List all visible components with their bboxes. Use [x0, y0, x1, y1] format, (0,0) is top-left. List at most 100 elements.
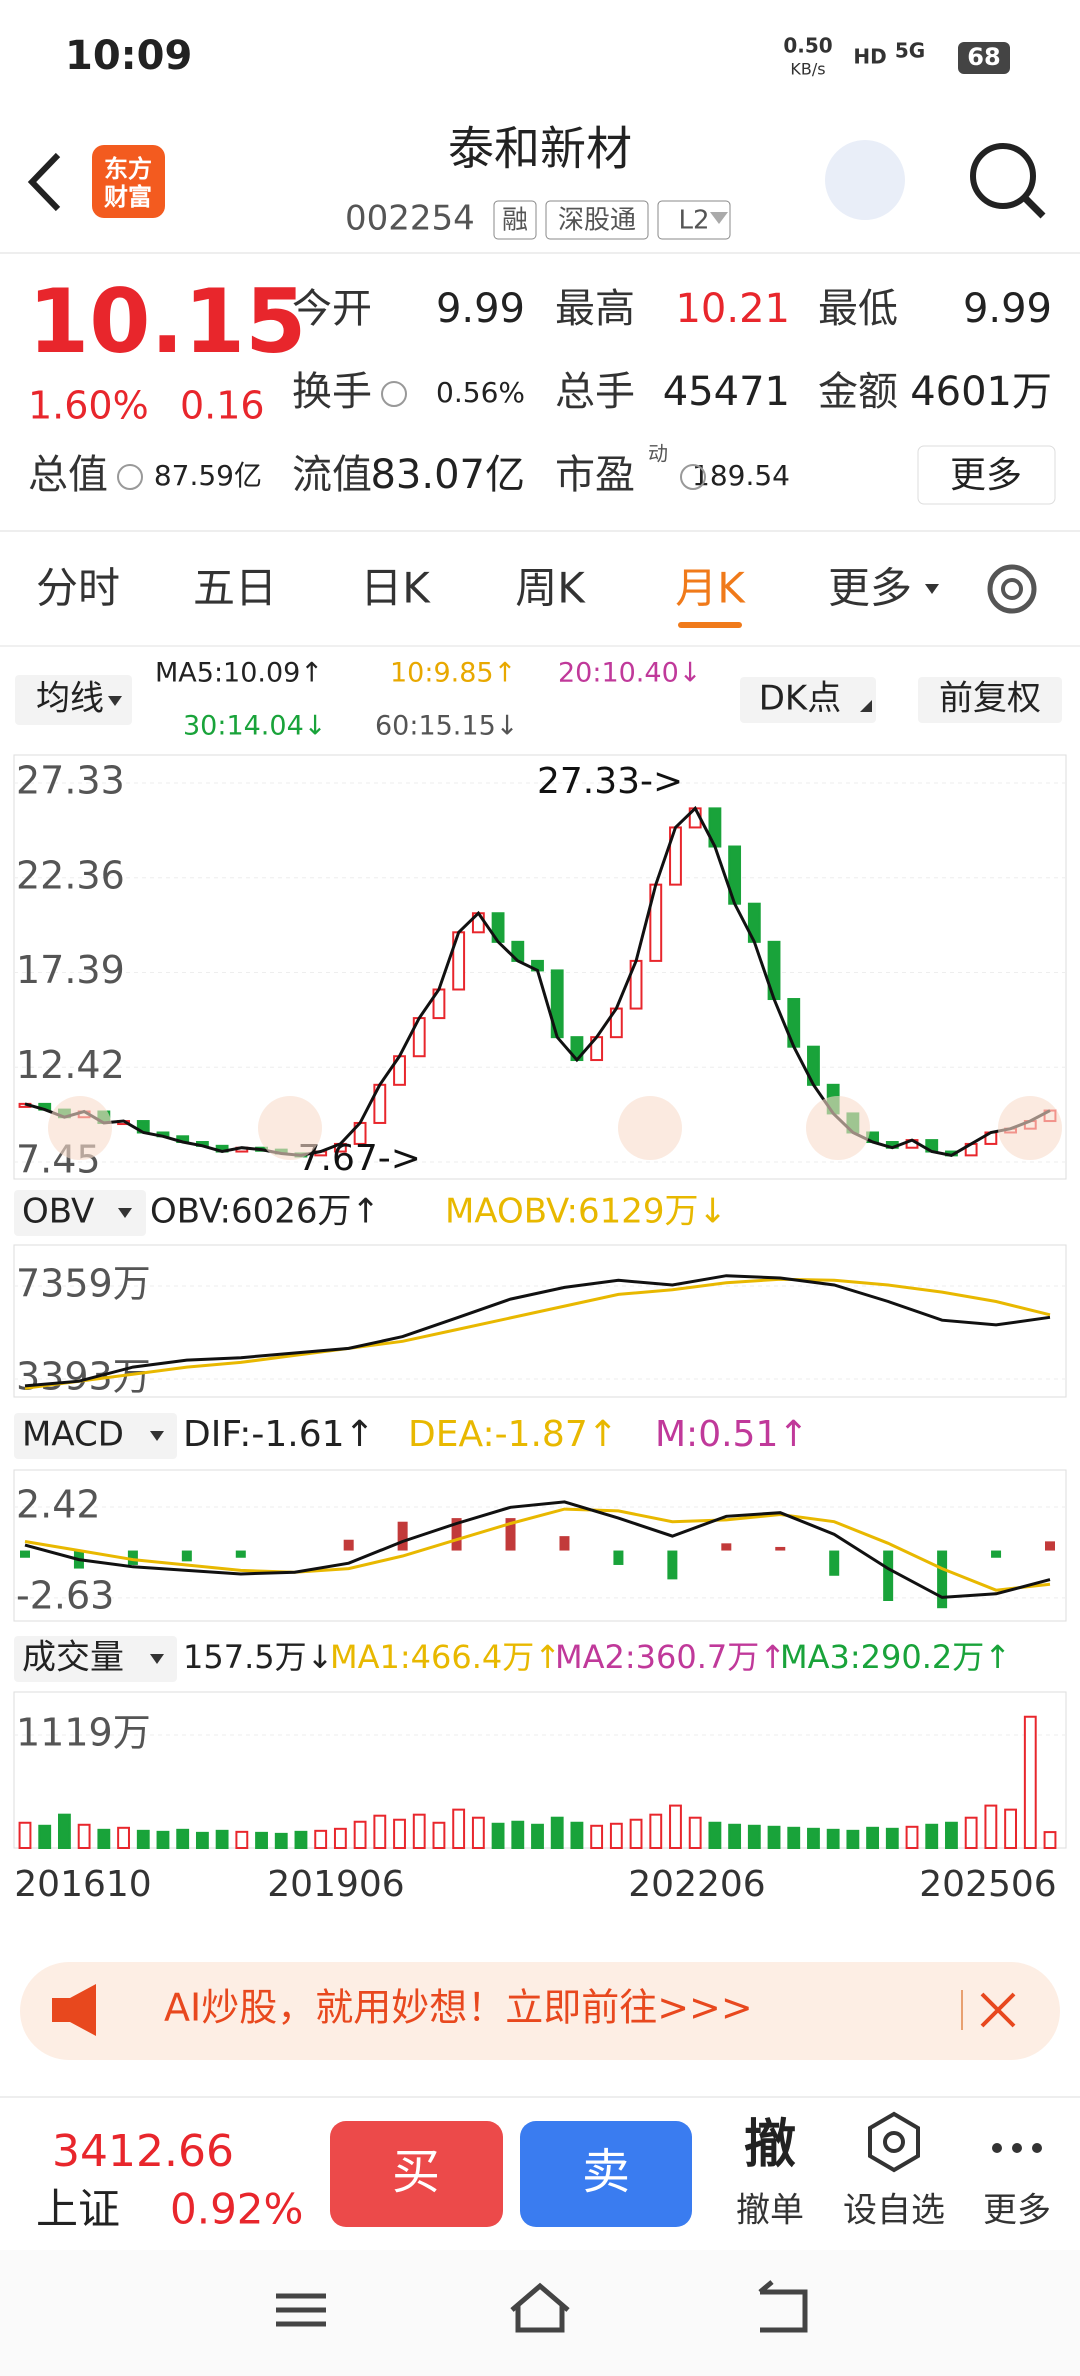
macd-bar — [235, 1550, 246, 1558]
volume-selector[interactable] — [14, 1636, 177, 1682]
search-button[interactable] — [970, 143, 1036, 209]
volume-bar — [452, 1808, 466, 1850]
field-label: 最高 — [555, 286, 635, 332]
nav-back[interactable] — [758, 2280, 808, 2333]
settings-button[interactable] — [987, 564, 1037, 614]
volume-bar — [885, 1827, 899, 1850]
volume-bar — [38, 1824, 52, 1849]
obv-selector-label[interactable]: OBV — [22, 1192, 94, 1232]
macd-bar — [181, 1550, 192, 1562]
dropdown-arrow — [108, 696, 122, 706]
index-value: 3412.66 — [52, 2126, 234, 2177]
volume-bar — [491, 1822, 505, 1849]
field-label: 金额 — [818, 369, 898, 415]
volume-bar — [550, 1816, 564, 1850]
info-icon[interactable] — [680, 464, 706, 490]
field-value: 10.21 — [675, 286, 790, 332]
volume-bar — [1043, 1831, 1057, 1849]
macd-bar — [1045, 1541, 1055, 1551]
y-tick-label: 2.42 — [16, 1482, 101, 1526]
chart-nav-button[interactable] — [258, 1096, 322, 1160]
buy-button[interactable] — [330, 2121, 503, 2227]
volume-bar — [846, 1829, 860, 1850]
back-button[interactable] — [27, 152, 61, 212]
close-line — [24, 805, 1051, 1157]
network-type: 5G — [895, 39, 925, 63]
volume-bar — [373, 1814, 387, 1850]
chart-nav-button[interactable] — [998, 1096, 1062, 1160]
ma-selector[interactable] — [15, 675, 132, 725]
macd-bar — [505, 1518, 516, 1551]
chart-nav-button[interactable] — [618, 1096, 682, 1160]
info-icon[interactable] — [381, 381, 407, 407]
macd-selector[interactable] — [14, 1413, 177, 1459]
ma-value: 10:9.85↑ — [390, 658, 516, 689]
cancel-label[interactable]: 撤单 — [736, 2191, 804, 2231]
macd-frame — [13, 1469, 1067, 1622]
volume-bar — [353, 1820, 367, 1849]
y-tick-label: 1119万 — [16, 1711, 151, 1755]
field-value: 9.99 — [436, 286, 525, 332]
watch-label[interactable]: 设自选 — [843, 2191, 945, 2231]
banner-text[interactable]: AI炒股，就用妙想！立即前往>>> — [164, 1986, 753, 2030]
ma-selector-label[interactable]: 均线 — [36, 679, 104, 719]
dropdown-arrow — [150, 1654, 164, 1664]
dk-button[interactable] — [740, 677, 876, 723]
battery-level: 68 — [967, 43, 1000, 71]
nav-home[interactable] — [510, 2282, 570, 2333]
volume-bar — [117, 1826, 130, 1849]
banner-close[interactable] — [980, 1992, 1016, 2028]
banner[interactable] — [20, 1962, 1060, 2060]
adjust-label[interactable]: 前复权 — [939, 679, 1041, 719]
tab[interactable]: 月K — [675, 564, 746, 613]
dk-label[interactable]: DK点 — [759, 679, 841, 719]
obv-selector[interactable] — [14, 1190, 146, 1236]
y-tick-label: -2.63 — [16, 1573, 114, 1617]
ma-value: 20:10.40↓ — [558, 658, 701, 689]
sell-button[interactable] — [520, 2121, 692, 2227]
y-tick-label: 22.36 — [16, 853, 125, 897]
nav-menu[interactable] — [276, 2293, 326, 2327]
volume-bar — [294, 1830, 308, 1849]
more-label[interactable]: 更多 — [950, 455, 1022, 496]
volume-bar — [826, 1828, 840, 1849]
more-dot[interactable] — [992, 2143, 1002, 2153]
macd-bar — [721, 1543, 732, 1551]
volume-bar — [708, 1821, 722, 1850]
volume-bar — [669, 1804, 682, 1850]
last-price: 10.15 — [28, 270, 306, 373]
volume-bar — [767, 1825, 781, 1850]
adjust-button[interactable] — [918, 677, 1062, 723]
volume-bar — [984, 1804, 998, 1850]
logo — [92, 145, 165, 218]
macd-bar — [613, 1550, 624, 1565]
dif-value: DIF:-1.61↑ — [183, 1414, 375, 1455]
chart-nav-button[interactable] — [806, 1096, 870, 1160]
field-value: 4601万 — [910, 369, 1052, 415]
tab[interactable]: 分时 — [36, 564, 120, 613]
more-label[interactable]: 更多 — [983, 2191, 1051, 2231]
volume-bar — [649, 1813, 663, 1849]
info-icon[interactable] — [117, 464, 143, 490]
chart-nav-button[interactable] — [48, 1096, 112, 1160]
tab[interactable]: 周K — [515, 564, 586, 613]
tab[interactable]: 五日 — [193, 564, 277, 613]
stock-code: 002254 — [345, 199, 475, 239]
macd-selector-label[interactable]: MACD — [22, 1415, 124, 1455]
ma-value: 30:14.04↓ — [183, 711, 326, 742]
field-value: 83.07亿 — [370, 452, 525, 498]
volume-selector-label[interactable]: 成交量 — [22, 1638, 124, 1678]
more-dot — [1012, 2143, 1022, 2153]
avatar[interactable] — [825, 140, 905, 220]
dea-line — [24, 1507, 1051, 1592]
tab[interactable]: 更多 — [828, 564, 912, 613]
more-button[interactable] — [917, 445, 1056, 505]
watch-icon[interactable] — [868, 2111, 920, 2173]
volume-bar — [195, 1831, 209, 1850]
cancel-icon[interactable]: 撤 — [744, 2115, 796, 2175]
volume-bar — [432, 1821, 446, 1850]
buy-label[interactable]: 买 — [392, 2144, 440, 2200]
volume-bar — [471, 1816, 485, 1850]
tab[interactable]: 日K — [360, 564, 431, 613]
sell-label[interactable]: 卖 — [582, 2144, 630, 2200]
